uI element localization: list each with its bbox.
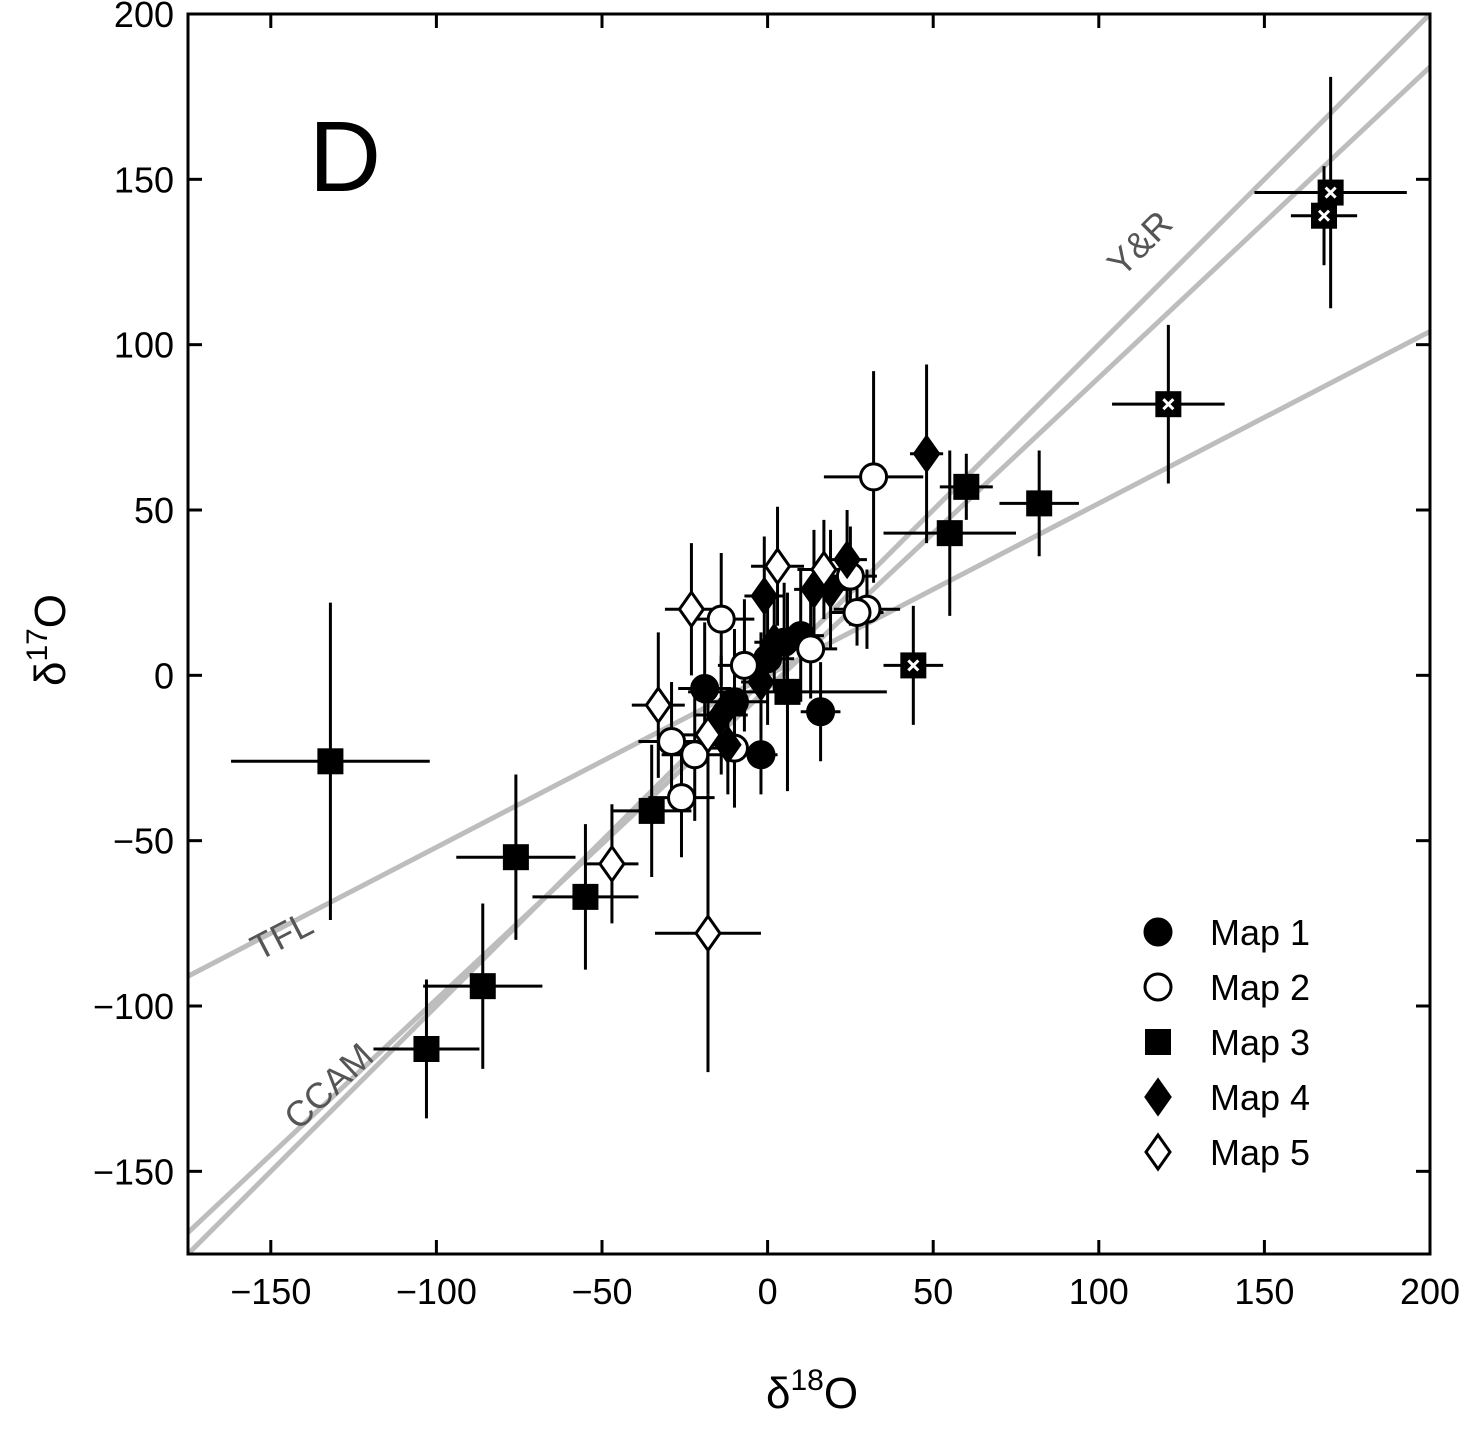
plot-frame [186,12,1432,1256]
data-point-map-5 [598,844,626,884]
axis-ticks [188,14,1430,1254]
data-point-map-5 [694,913,722,953]
data-point-map-3 [317,748,344,775]
data-point-map-4 [912,434,941,474]
y-axis-label-o: O [26,594,75,628]
x-axis-label-sup: 18 [790,1364,823,1397]
x-tick-label: 100 [1069,1271,1129,1312]
y-tick-label: 150 [114,159,174,200]
x-axis-label: δ18O [766,1364,858,1418]
data-point-map-5 [694,715,722,755]
x-axis-label-o: O [824,1369,858,1418]
y-axis-label-delta: δ [26,662,75,687]
data-point-map-2 [666,783,696,813]
x-tick-label: 150 [1234,1271,1294,1312]
x-tick-label: −100 [396,1271,477,1312]
legend: Map 1 Map 2 Map 3 Map 4 Map 5 [1143,912,1310,1173]
data-point-map-5 [763,546,792,586]
data-point-map-3-x-x [907,659,920,672]
legend-marker [1145,1029,1171,1055]
x-tick-label: 0 [758,1271,778,1312]
legend-label: Map 1 [1210,912,1310,953]
legend-marker [1144,1132,1172,1172]
data-point-map-3 [502,844,529,871]
data-point-map-1 [806,697,836,727]
data-point-map-4 [760,622,789,662]
data-point-map-2 [680,740,710,770]
data-point-map-3 [1026,490,1053,517]
data-point-map-3 [413,1035,440,1062]
data-point-map-5 [677,589,706,629]
y-tick-label: −50 [113,821,174,862]
data-point-map-2 [706,604,736,634]
data-point-map-1 [746,740,776,770]
x-tick-label: −150 [230,1271,311,1312]
x-axis-label-delta: δ [766,1369,791,1418]
data-point-map-4 [707,695,736,735]
data-point-map-3 [936,520,963,547]
y-tick-label: 200 [114,0,174,35]
y-axis-label-sup: 17 [21,628,54,661]
ref-line-label: CCAM [276,1035,381,1137]
data-point-map-2 [796,634,826,664]
data-point-map-5 [810,549,838,590]
x-tick-label: 50 [913,1271,953,1312]
ref-line-label: Y&R [1099,203,1180,284]
data-point-map-3-x-x [1324,186,1337,199]
data-point-map-2 [859,462,889,492]
y-tick-label: −100 [93,986,174,1027]
data-point-map-1 [690,674,720,704]
y-tick-label: −150 [93,1151,174,1192]
x-tick-label: 200 [1400,1271,1460,1312]
data-point-map-3 [572,883,599,910]
data-point-map-2 [729,650,759,680]
data-point-map-4 [833,539,861,580]
y-tick-label: 50 [134,490,174,531]
y-axis-label: δ17O [21,594,75,686]
data-markers [317,179,1344,1062]
legend-label: Map 5 [1210,1132,1310,1173]
panel-label: D [309,101,381,213]
data-point-map-3-x-x [1162,398,1175,411]
legend-label: Map 3 [1210,1022,1310,1063]
y-tick-label: 0 [154,655,174,696]
data-point-map-2 [657,726,687,756]
data-point-map-3 [469,973,496,1000]
data-point-map-5 [644,685,673,725]
data-point-map-4 [714,725,742,765]
legend-marker [1143,972,1173,1002]
data-point-map-4 [750,576,779,616]
legend-marker [1144,1077,1172,1117]
x-tick-label: −50 [571,1271,632,1312]
data-point-map-3 [638,797,665,824]
data-point-map-3 [774,678,801,705]
data-point-map-3 [953,473,980,500]
legend-marker [1143,917,1173,947]
data-point-map-4 [747,662,775,702]
data-point-map-2 [842,598,872,628]
legend-label: Map 2 [1210,967,1310,1008]
axis-tick-labels: −150 −100 −50 0 50 100 150 200 −150 −100 −50 0 50 100… [93,0,1460,1312]
y-tick-label: 100 [114,325,174,366]
data-point-map-3-x-x [1317,209,1331,222]
legend-label: Map 4 [1210,1077,1310,1118]
